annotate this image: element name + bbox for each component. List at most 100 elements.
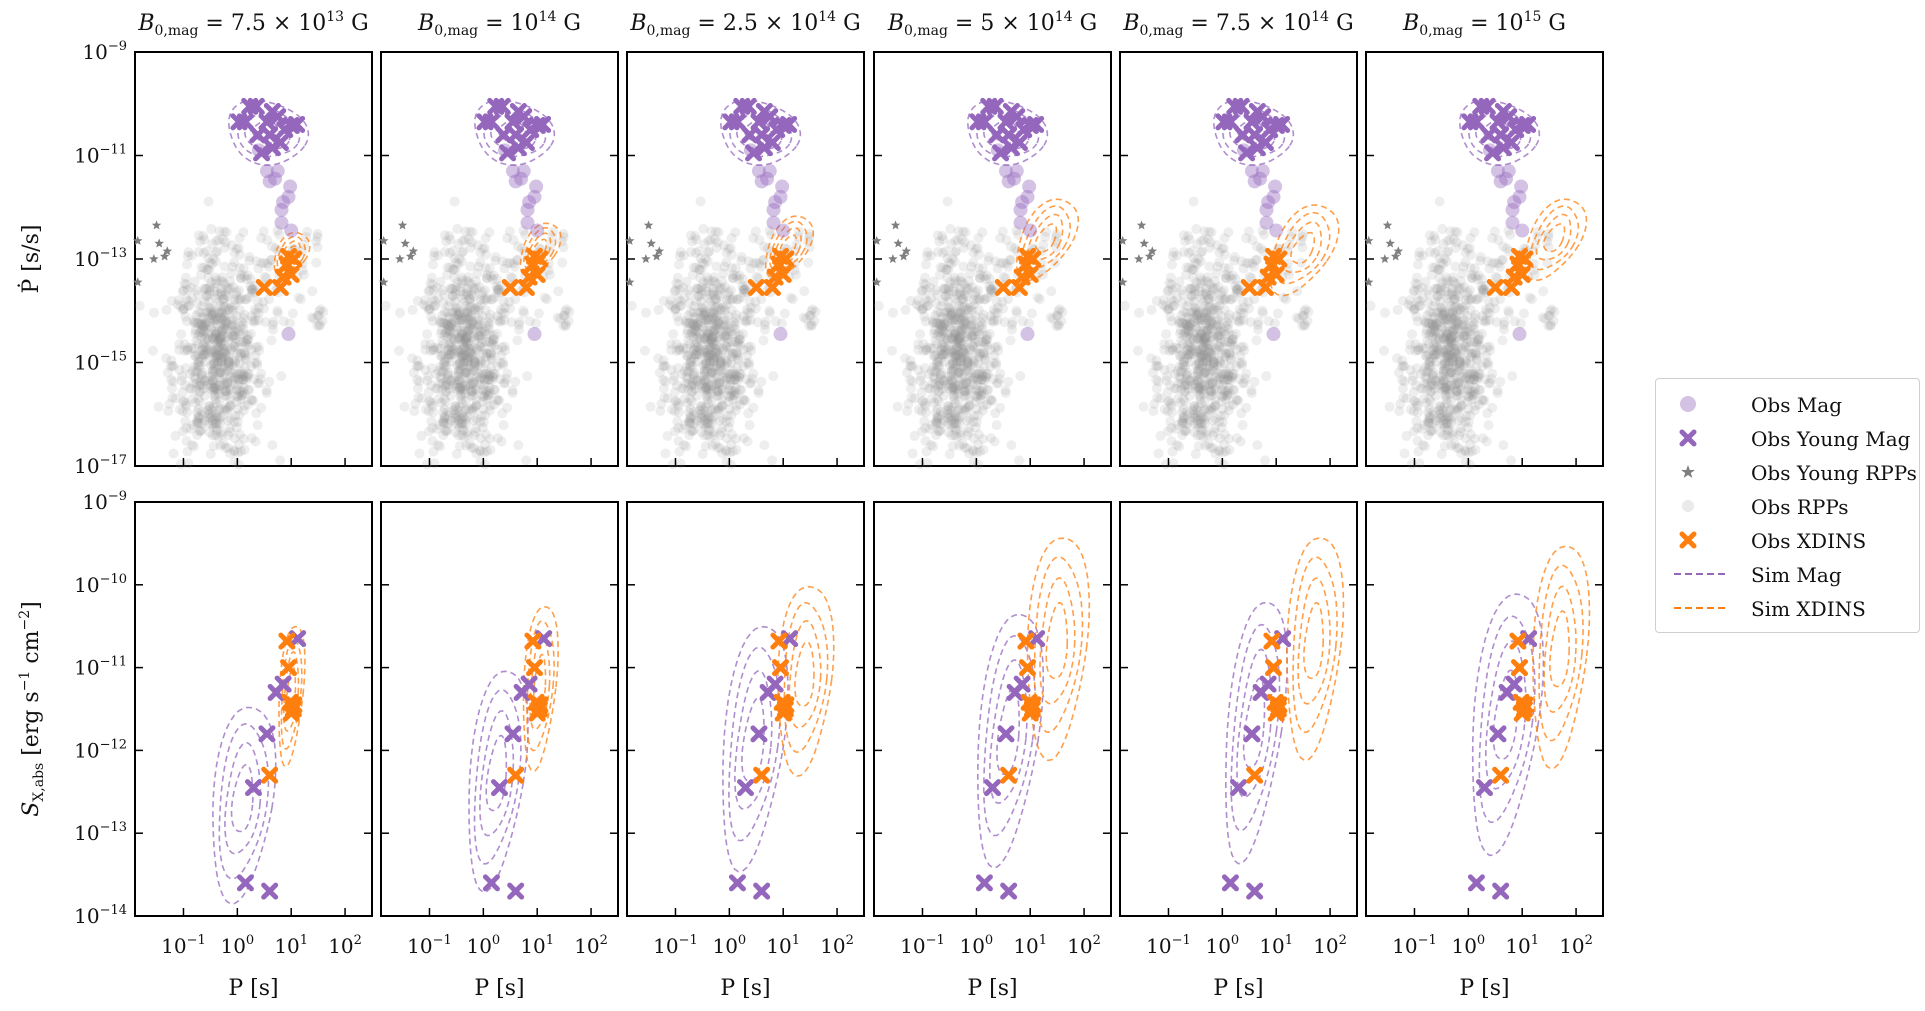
x-tick-label: 10−1 bbox=[653, 933, 698, 958]
rpp-point bbox=[260, 317, 271, 328]
rpp-point bbox=[231, 396, 242, 407]
rpp-point bbox=[222, 324, 233, 335]
rpp-point bbox=[1179, 396, 1190, 407]
rpp-point bbox=[221, 227, 232, 238]
rpp-point bbox=[198, 339, 209, 350]
rpp-point bbox=[216, 309, 227, 320]
rpp-point bbox=[1300, 304, 1311, 315]
rpp-point bbox=[945, 277, 956, 288]
rpp-point bbox=[1134, 307, 1145, 318]
rpp-point bbox=[204, 264, 215, 275]
rpp-point bbox=[217, 325, 228, 336]
rpp-point bbox=[206, 308, 217, 319]
rpp-point bbox=[1407, 371, 1418, 382]
rpp-point bbox=[219, 340, 230, 351]
rpp-point bbox=[199, 283, 210, 294]
rpp-point bbox=[484, 313, 495, 324]
rpp-point bbox=[227, 368, 238, 379]
rpp-point bbox=[521, 455, 532, 466]
rpp-point bbox=[242, 270, 253, 281]
rpp-point bbox=[770, 316, 781, 327]
rpp-point bbox=[484, 374, 495, 385]
rpp-point bbox=[225, 448, 236, 459]
x-axis-label: P [s] bbox=[967, 976, 1017, 1001]
rpp-point bbox=[701, 344, 712, 355]
rpp-point bbox=[183, 251, 194, 262]
rpp-point bbox=[716, 384, 727, 395]
rpp-point bbox=[238, 405, 249, 416]
rpp-point bbox=[200, 341, 211, 352]
contour-line bbox=[728, 646, 781, 842]
rpp-point bbox=[204, 282, 215, 293]
rpp-point bbox=[222, 319, 233, 330]
obs-xdins-point bbox=[255, 278, 273, 296]
rpp-point bbox=[202, 264, 213, 275]
rpp-point bbox=[468, 377, 479, 388]
obs-young-mag-point bbox=[247, 97, 265, 115]
rpp-point bbox=[241, 353, 252, 364]
rpp-point bbox=[314, 320, 325, 331]
rpp-point bbox=[201, 245, 212, 256]
rpp-point bbox=[216, 352, 227, 363]
rpp-point bbox=[1412, 422, 1423, 433]
obs-mag-point bbox=[281, 327, 296, 342]
obs-xdins-point bbox=[507, 766, 525, 784]
rpp-point bbox=[240, 349, 251, 360]
rpp-point bbox=[227, 325, 238, 336]
rpp-point bbox=[946, 368, 957, 379]
rpp-point bbox=[210, 418, 221, 429]
rpp-point bbox=[513, 440, 524, 451]
x-axis-label: P [s] bbox=[228, 976, 278, 1001]
rpp-point bbox=[479, 368, 490, 379]
rpp-point bbox=[230, 372, 241, 383]
rpp-point bbox=[234, 374, 245, 385]
rpp-point bbox=[1175, 325, 1186, 336]
rpp-point bbox=[787, 294, 798, 305]
rpp-point bbox=[220, 310, 231, 321]
contour-line bbox=[777, 585, 835, 777]
rpp-point bbox=[207, 238, 218, 249]
contour-line bbox=[1045, 601, 1069, 680]
rpp-point bbox=[198, 325, 209, 336]
rpp-point bbox=[195, 319, 206, 330]
rpp-point bbox=[184, 369, 195, 380]
rpp-point bbox=[955, 357, 966, 368]
rpp-point bbox=[239, 371, 250, 382]
panel-title: B0,mag = 5 × 1014 G bbox=[887, 9, 1097, 39]
rpp-point bbox=[239, 388, 250, 399]
rpp-point bbox=[228, 330, 239, 341]
rpp-point bbox=[246, 361, 257, 372]
rpp-point bbox=[193, 246, 204, 257]
rpp-point bbox=[457, 247, 468, 258]
rpp-point bbox=[1193, 441, 1204, 452]
rpp-point bbox=[210, 348, 221, 359]
rpp-point bbox=[223, 362, 234, 373]
rpp-point bbox=[196, 319, 207, 330]
rpp-point bbox=[807, 304, 818, 315]
rpp-point bbox=[229, 373, 240, 384]
rpp-point bbox=[231, 290, 242, 301]
rpp-point bbox=[754, 258, 765, 269]
rpp-point bbox=[759, 440, 770, 451]
rpp-point bbox=[481, 329, 492, 340]
sim-xdins-contour bbox=[777, 585, 835, 777]
rpp-point bbox=[297, 265, 308, 276]
rpp-point bbox=[1257, 308, 1268, 319]
rpp-point bbox=[220, 323, 231, 334]
rpp-point bbox=[799, 286, 810, 297]
rpp-point bbox=[1252, 440, 1263, 451]
rpp-point bbox=[267, 319, 278, 330]
rpp-point bbox=[211, 360, 222, 371]
rpp-point bbox=[935, 425, 946, 436]
young-rpp-point bbox=[888, 254, 898, 263]
rpp-point bbox=[261, 385, 272, 396]
rpp-point bbox=[191, 384, 202, 395]
rpp-point bbox=[191, 285, 202, 296]
rpp-point bbox=[541, 294, 552, 305]
rpp-point bbox=[216, 306, 227, 317]
rpp-point bbox=[1397, 355, 1408, 366]
rpp-point bbox=[941, 264, 952, 275]
rpp-point bbox=[200, 283, 211, 294]
rpp-point bbox=[1212, 368, 1223, 379]
obs-young-mag-point bbox=[1221, 874, 1239, 892]
